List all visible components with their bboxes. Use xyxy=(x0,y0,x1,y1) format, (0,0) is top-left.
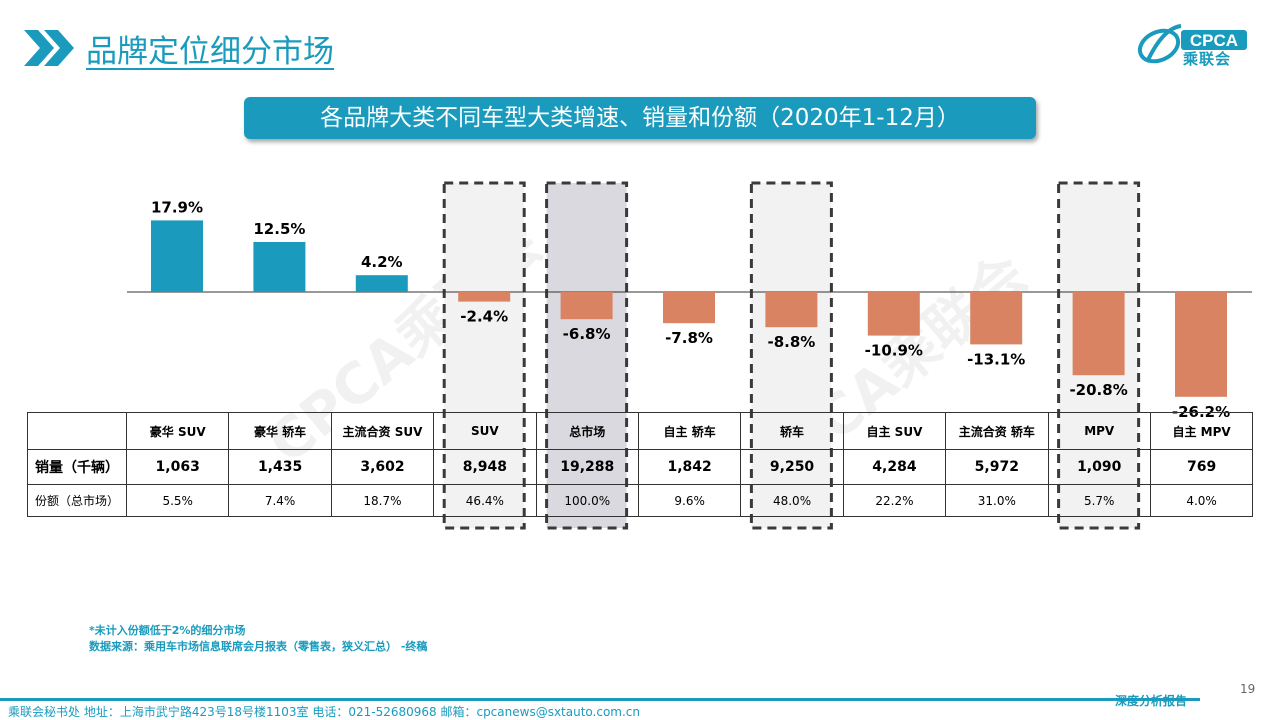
share-cell: 46.4% xyxy=(433,484,537,517)
bar-value-label-2: 4.2% xyxy=(361,253,403,271)
table-header-cell: 主流合资 轿车 xyxy=(945,412,1049,450)
sales-cell: 3,602 xyxy=(330,449,435,485)
chart-banner: 各品牌大类不同车型大类增速、销量和份额（2020年1-12月） xyxy=(244,97,1036,139)
sales-cell: 1,435 xyxy=(228,449,332,485)
bar-value-label-7: -10.9% xyxy=(865,342,923,360)
table-header-cell: 总市场 xyxy=(535,412,639,450)
table-header-cell: 豪华 轿车 xyxy=(228,412,332,450)
logo-subtext: 乘联会 xyxy=(1183,50,1232,68)
table-header-cell: 自主 SUV xyxy=(842,412,947,450)
table-row-share: 份额（总市场） 5.5% 7.4% 18.7% 46.4% 100.0% 9.6% 48.0%… xyxy=(27,484,1254,517)
sales-cell: 9,250 xyxy=(740,449,844,485)
share-cell: 5.5% xyxy=(125,484,230,517)
bar-3 xyxy=(458,292,511,302)
logo-text: CPCA xyxy=(1190,31,1238,50)
bar-4 xyxy=(560,292,613,320)
share-cell: 4.0% xyxy=(1149,484,1254,517)
table-header-cell: 主流合资 SUV xyxy=(330,412,435,450)
share-cell: 31.0% xyxy=(945,484,1049,517)
data-table: 豪华 SUV 豪华 轿车 主流合资 SUV SUV 总市场 自主 轿车 轿车 自主 SUV 主流… xyxy=(27,412,1254,517)
share-cell: 18.7% xyxy=(330,484,435,517)
cpca-logo-mark: CPCA xyxy=(1137,24,1247,64)
bar-1 xyxy=(253,242,306,292)
bar-9 xyxy=(1072,292,1125,376)
bar-7 xyxy=(867,292,920,336)
bar-6 xyxy=(765,292,818,328)
bar-8 xyxy=(970,292,1023,345)
footer-divider xyxy=(0,698,1200,701)
sales-cell: 769 xyxy=(1149,449,1254,485)
footnote-source: 数据来源：乘用车市场信息联席会月报表（零售表，狭义汇总） -终稿 xyxy=(89,640,428,653)
table-header-row: 豪华 SUV 豪华 轿车 主流合资 SUV SUV 总市场 自主 轿车 轿车 自主 SUV 主流… xyxy=(27,412,1254,450)
bar-value-label-3: -2.4% xyxy=(460,308,508,326)
bar-value-label-1: 12.5% xyxy=(253,220,305,238)
table-header-cell: 豪华 SUV xyxy=(125,412,230,450)
footer-contact: 乘联会秘书处 地址：上海市武宁路423号18号楼1103室 电话：021-526… xyxy=(8,705,641,719)
sales-cell: 1,090 xyxy=(1047,449,1151,485)
bar-5 xyxy=(663,292,715,324)
page-title: 品牌定位细分市场 xyxy=(86,34,334,70)
sales-cell: 4,284 xyxy=(842,449,947,485)
bar-0 xyxy=(151,220,203,292)
bar-value-label-5: -7.8% xyxy=(665,329,713,347)
table-header-cell: MPV xyxy=(1047,412,1151,450)
share-cell: 7.4% xyxy=(228,484,332,517)
table-header-cell: 自主 MPV xyxy=(1149,412,1254,450)
footnote: *未计入份额低于2%的细分市场 数据来源：乘用车市场信息联席会月报表（零售表，狭… xyxy=(89,623,427,655)
sales-cell: 1,842 xyxy=(637,449,742,485)
cpca-logo: CPCA 乘联会 xyxy=(1133,18,1253,74)
share-cell: 22.2% xyxy=(842,484,947,517)
bar-value-label-0: 17.9% xyxy=(151,198,203,216)
footnote-note: *未计入份额低于2%的细分市场 xyxy=(89,624,246,637)
table-header-cell: 自主 轿车 xyxy=(637,412,742,450)
sales-cell: 5,972 xyxy=(945,449,1049,485)
bar-value-label-6: -8.8% xyxy=(767,333,815,351)
page-number: 19 xyxy=(1240,682,1256,696)
chevron-right-icon xyxy=(24,30,74,66)
share-cell: 5.7% xyxy=(1047,484,1151,517)
share-label: 份额（总市场） xyxy=(27,484,127,517)
bar-value-label-8: -13.1% xyxy=(967,350,1025,368)
sales-label: 销量（千辆） xyxy=(27,449,127,485)
bar-value-label-9: -20.8% xyxy=(1069,381,1127,399)
table-row-sales: 销量（千辆） 1,063 1,435 3,602 8,948 19,288 1,842 9,2… xyxy=(27,449,1254,485)
sales-cell: 19,288 xyxy=(535,449,639,485)
share-cell: 100.0% xyxy=(535,484,639,517)
report-label: 深度分析报告 xyxy=(1115,694,1188,708)
table-header-cell: 轿车 xyxy=(740,412,844,450)
share-cell: 48.0% xyxy=(740,484,844,517)
table-header-cell: SUV xyxy=(433,412,537,450)
share-cell: 9.6% xyxy=(637,484,742,517)
bar-value-label-4: -6.8% xyxy=(563,325,611,343)
sales-cell: 1,063 xyxy=(125,449,230,485)
bar-10 xyxy=(1175,292,1227,397)
sales-cell: 8,948 xyxy=(433,449,537,485)
table-corner-cell xyxy=(27,412,127,450)
bar-2 xyxy=(355,275,408,292)
